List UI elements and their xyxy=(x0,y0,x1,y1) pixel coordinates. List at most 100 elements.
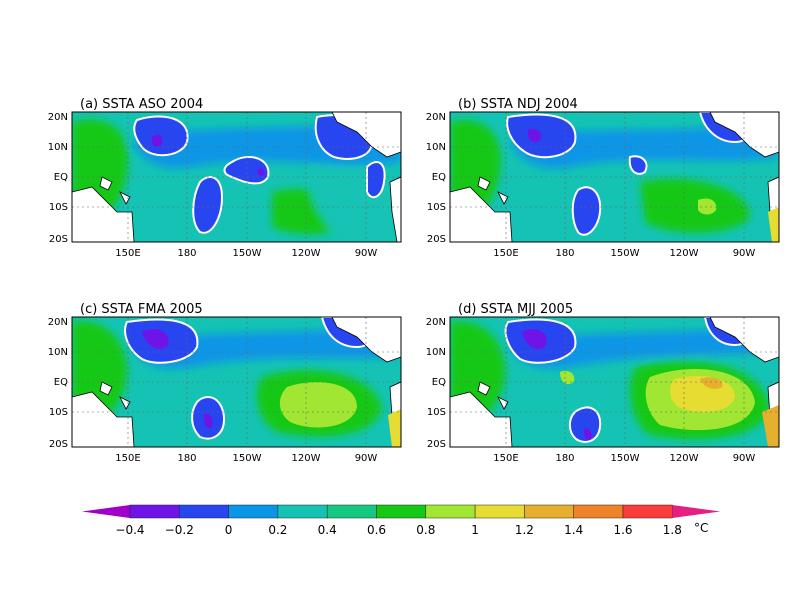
panel-d-lightblue-band xyxy=(510,325,779,369)
panel-b-lon-labels: 150E 180 150W 120W 90W xyxy=(493,248,755,259)
lon-tick-180: 180 xyxy=(555,453,574,464)
panel-a-lon-labels: 150E 180 150W 120W 90W xyxy=(115,248,377,259)
colorbar-swatch xyxy=(326,504,377,519)
panel-c-lon-labels: 150E 180 150W 120W 90W xyxy=(115,453,377,464)
colorbar-label: 0.2 xyxy=(268,523,287,537)
lat-tick-eq: EQ xyxy=(432,172,446,183)
lon-tick-90w: 90W xyxy=(733,248,756,259)
lat-tick-20s: 20S xyxy=(49,234,68,245)
lat-tick-20n: 20N xyxy=(48,112,68,123)
panel-d-orange-core xyxy=(700,377,723,389)
panel-a-purple-core xyxy=(151,134,163,147)
colorbar-label: 1.2 xyxy=(515,523,534,537)
colorbar-label: 1.4 xyxy=(564,523,583,537)
colorbar-swatch xyxy=(425,504,476,519)
colorbar-label: −0.2 xyxy=(165,523,194,537)
lat-tick-20n: 20N xyxy=(426,317,446,328)
panel-a-lat-labels: 20N 10N EQ 10S 20S xyxy=(48,112,68,245)
lon-tick-120w: 120W xyxy=(292,248,321,259)
colorbar-label: 1.8 xyxy=(663,523,682,537)
panel-b-blue-north xyxy=(506,113,577,159)
panel-d-gridlines xyxy=(450,317,779,447)
panel-a: (a) SSTA ASO 2004 20N 10N EQ 10S 20S 150… xyxy=(48,97,402,259)
panel-d-purple-south xyxy=(583,428,592,441)
panel-b-green-south xyxy=(640,178,750,233)
panel-a-blue-north xyxy=(133,115,189,157)
panel-d-frame xyxy=(449,316,780,448)
lat-tick-10n: 10N xyxy=(48,142,68,153)
panel-a-coastline xyxy=(72,112,401,242)
lat-tick-20s: 20S xyxy=(427,439,446,450)
colorbar-label: 0.4 xyxy=(318,523,337,537)
lat-tick-10s: 10S xyxy=(49,407,68,418)
colorbar-unit: °C xyxy=(694,521,708,535)
lat-tick-10s: 10S xyxy=(49,202,68,213)
colorbar-swatch xyxy=(179,504,229,519)
lat-tick-10n: 10N xyxy=(426,142,446,153)
colorbar-swatch xyxy=(129,504,180,519)
panel-d-lightgreen-west xyxy=(560,371,575,385)
panel-d-blue-south xyxy=(568,406,602,443)
lon-tick-150w: 150W xyxy=(233,248,262,259)
lon-tick-180: 180 xyxy=(177,453,196,464)
colorbar-swatch xyxy=(228,504,279,519)
colorbar-swatch xyxy=(277,504,328,519)
lon-tick-180: 180 xyxy=(555,248,574,259)
colorbar-label: 1.6 xyxy=(613,523,632,537)
panel-c-gridlines xyxy=(72,317,401,447)
lat-tick-eq: EQ xyxy=(432,377,446,388)
lat-tick-20s: 20S xyxy=(49,439,68,450)
lon-tick-150e: 150E xyxy=(115,248,140,259)
lat-tick-eq: EQ xyxy=(54,377,68,388)
panel-c-purple-core xyxy=(142,329,169,349)
colorbar: −0.4 −0.2 0 0.2 0.4 0.6 0.8 1 1.2 1.4 1.6 1.8 °C xyxy=(82,504,721,537)
lat-tick-20s: 20S xyxy=(427,234,446,245)
colorbar-arrow-low xyxy=(82,505,130,518)
panel-b-lightgreen-blob xyxy=(698,198,717,215)
panel-c-frame xyxy=(71,316,402,448)
panel-c-purple-south xyxy=(203,413,213,429)
lon-tick-90w: 90W xyxy=(355,248,378,259)
panel-b-blue-center xyxy=(628,155,648,175)
colorbar-swatch xyxy=(524,504,574,519)
panel-a-title: (a) SSTA ASO 2004 xyxy=(80,97,203,112)
colorbar-label: 0.8 xyxy=(416,523,435,537)
colorbar-swatch xyxy=(573,504,624,519)
lat-tick-10n: 10N xyxy=(426,347,446,358)
panel-a-blue-south xyxy=(192,176,224,234)
panel-b-frame xyxy=(449,111,780,243)
colorbar-swatches xyxy=(82,504,721,519)
panel-d-lat-labels: 20N 10N EQ 10S 20S xyxy=(426,317,446,450)
lat-tick-10s: 10S xyxy=(427,202,446,213)
lat-tick-20n: 20N xyxy=(48,317,68,328)
panel-c: (c) SSTA FMA 2005 20N 10N EQ 10S 20S 150… xyxy=(48,302,402,464)
panel-a-gridlines xyxy=(72,112,401,242)
lon-tick-180: 180 xyxy=(177,248,196,259)
panel-d-title: (d) SSTA MJJ 2005 xyxy=(458,302,573,317)
lon-tick-150w: 150W xyxy=(611,453,640,464)
lon-tick-150e: 150E xyxy=(115,453,140,464)
lon-tick-150e: 150E xyxy=(493,248,518,259)
panel-b-lat-labels: 20N 10N EQ 10S 20S xyxy=(426,112,446,245)
lat-tick-10s: 10S xyxy=(427,407,446,418)
colorbar-label: 0.6 xyxy=(367,523,386,537)
lon-tick-120w: 120W xyxy=(670,248,699,259)
panel-d: (d) SSTA MJJ 2005 20N 10N EQ 10S 20S 150… xyxy=(426,302,780,464)
colorbar-label: 0 xyxy=(225,523,233,537)
lat-tick-20n: 20N xyxy=(426,112,446,123)
colorbar-swatch xyxy=(622,504,673,519)
colorbar-label: −0.4 xyxy=(115,523,144,537)
panel-c-lightgreen-se xyxy=(279,382,357,428)
colorbar-label: 1 xyxy=(471,523,479,537)
panel-a-blue-east xyxy=(366,161,386,199)
lat-tick-eq: EQ xyxy=(54,172,68,183)
lat-tick-10n: 10N xyxy=(48,347,68,358)
lon-tick-90w: 90W xyxy=(355,453,378,464)
panel-d-warm-coast xyxy=(762,405,779,447)
colorbar-arrow-high xyxy=(672,505,721,518)
panel-b-gridlines xyxy=(450,112,779,242)
panel-c-lat-labels: 20N 10N EQ 10S 20S xyxy=(48,317,68,450)
panel-d-lon-labels: 150E 180 150W 120W 90W xyxy=(493,453,755,464)
lon-tick-120w: 120W xyxy=(670,453,699,464)
panel-d-coastline xyxy=(450,317,779,447)
